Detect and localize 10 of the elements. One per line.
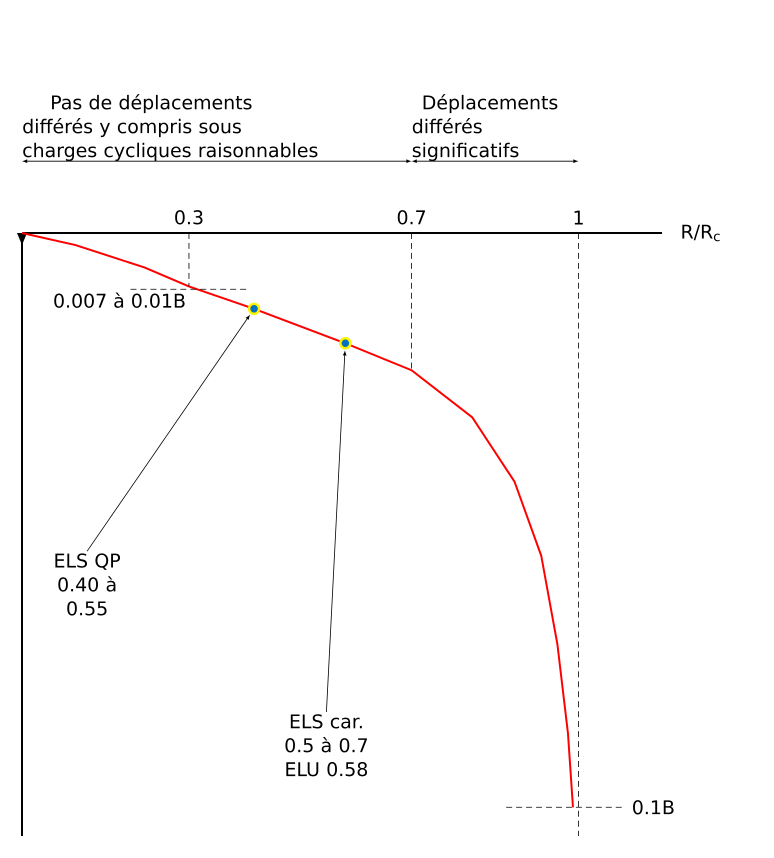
x-axis-title: R/R$_{c}$ — [682, 224, 720, 242]
annotation: 0.007 à 0.01B — [54, 292, 185, 308]
annotation: ELS QP 0.40 à 0.55 — [55, 553, 120, 616]
x-tick-label: 1 — [574, 210, 583, 224]
x-tick-label: 0.3 — [175, 210, 202, 224]
text: Pas de déplacements différés y compris sous charges cycliques raisonnables — [23, 94, 318, 162]
annotation: ELS car. 0.5 à 0.7 ELU 0.58 — [285, 714, 368, 776]
x-tick-label: 0.7 — [398, 210, 425, 224]
annotation: 0.1B — [633, 800, 674, 814]
text: Déplacements différés significatifs — [412, 94, 558, 162]
